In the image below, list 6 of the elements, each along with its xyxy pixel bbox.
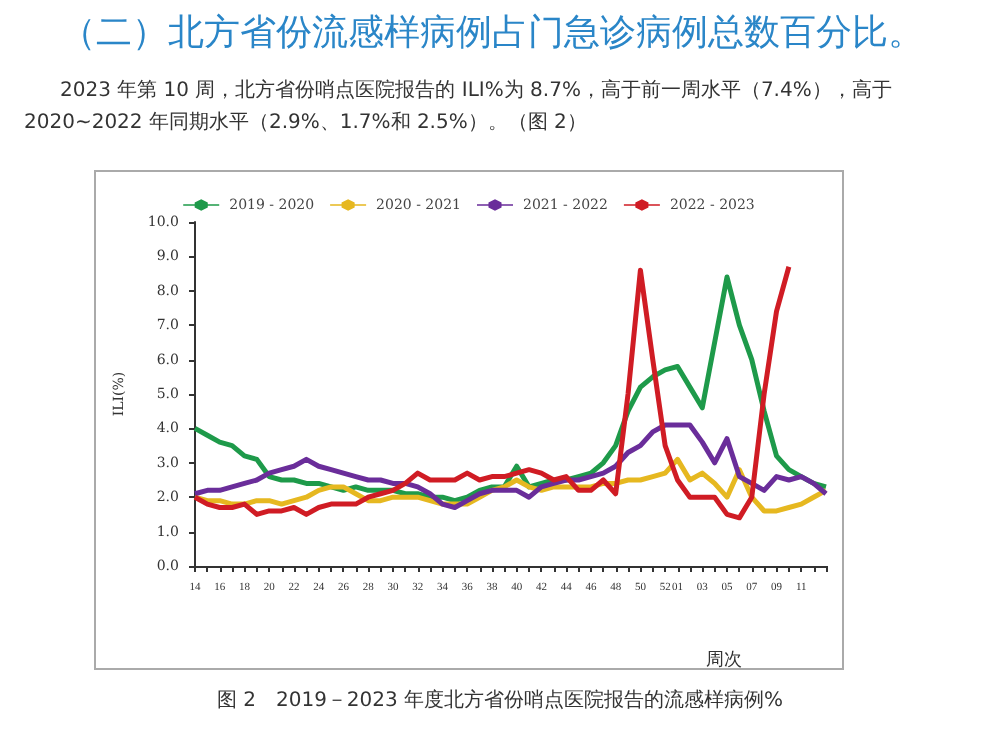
line-series [192,264,792,521]
x-axis-title: 周次 [706,649,742,669]
line-series [192,422,829,511]
chart-title: （二）北方省份流感样病例占门急诊病例总数百分比。 [60,10,926,56]
caption: 图 2 2019－2023 年度北方省份哨点医院报告的流感样病例% [214,687,786,714]
chart-subtitle: 2023 年第 10 周，北方省份哨点医院报告的 ILI%为 8.7%，高于前一周水平（7.4%），高于 2020~2022 年同期水平（2.9%、1.7%和 2.5%）。（图 2） [24,77,894,138]
